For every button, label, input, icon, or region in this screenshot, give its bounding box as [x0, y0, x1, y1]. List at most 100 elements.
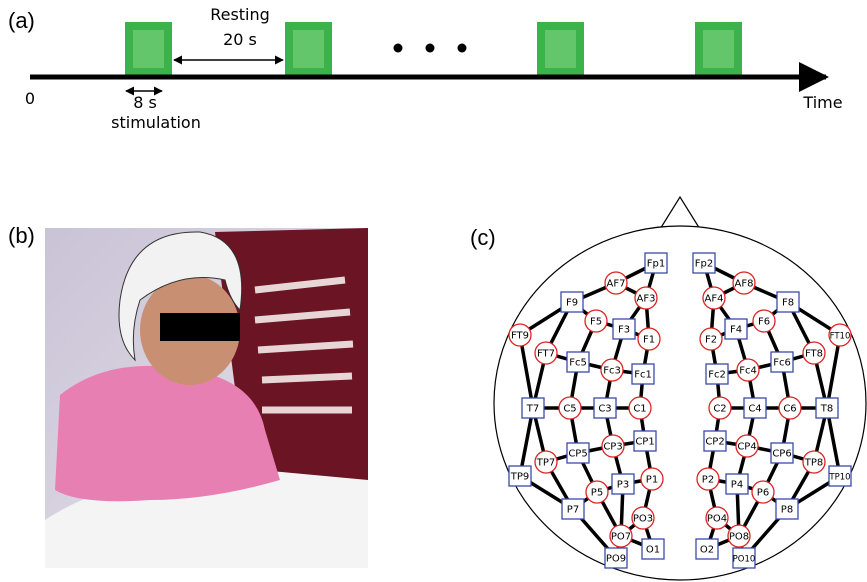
electrode-square — [641, 538, 665, 560]
stim-inner — [703, 30, 734, 68]
electrode-label: O1 — [646, 545, 660, 556]
face-mask — [160, 313, 240, 341]
electrode-label: PO10 — [733, 555, 756, 565]
connection — [519, 261, 657, 337]
electrode-circle — [634, 286, 658, 310]
electrode-circle — [828, 323, 852, 347]
electrode-square — [593, 397, 617, 419]
dot — [425, 43, 435, 53]
montage-panel: (c) Fp1 AF7 AF3 F9 F5 F3 F1 FT9 FT7 Fc5 Fc3 Fc1 T7 C5… — [470, 195, 867, 581]
electrode-label: C6 — [783, 404, 796, 415]
electrode-label: C1 — [633, 404, 646, 415]
panel-label: (b) — [8, 223, 35, 248]
electrode-circle — [601, 434, 625, 458]
origin-label: 0 — [25, 89, 35, 108]
electrode-label: Fc1 — [634, 370, 652, 381]
stim-duration: 8 s — [133, 93, 157, 112]
electrode-square — [725, 473, 749, 495]
electrode-label: FT9 — [511, 331, 529, 342]
electrode-label: PO8 — [729, 532, 749, 543]
electrode-square — [644, 252, 668, 274]
electrode-square — [695, 538, 719, 560]
electrode-label: CP3 — [603, 442, 622, 453]
electrode-circle — [736, 358, 760, 382]
connection — [545, 351, 644, 376]
electrode-label: TP7 — [536, 458, 556, 469]
electrode-label: P1 — [646, 475, 658, 486]
electrode-square — [604, 547, 628, 569]
electrode-label: Fc5 — [569, 358, 587, 369]
electrode-label: Fc6 — [773, 358, 791, 369]
electrode-circle — [699, 327, 723, 351]
electrode-label: F2 — [705, 335, 717, 346]
electrode-circle — [637, 327, 661, 351]
electrode-square — [705, 363, 729, 385]
electrode-square — [566, 442, 590, 464]
electrode-label: Fc4 — [739, 366, 757, 377]
timeline-panel: (a) Resting 20 s 0 8 s stimulation Time — [8, 5, 843, 132]
electrode-circle — [732, 271, 756, 295]
electrode-square — [770, 442, 794, 464]
electrode-label: C4 — [748, 404, 761, 415]
electrode-label: AF7 — [607, 279, 626, 290]
dot — [457, 43, 467, 53]
electrode-label: F8 — [782, 298, 794, 309]
electrode-square — [815, 397, 839, 419]
cushion-stripes — [254, 276, 354, 414]
electrode-circle — [752, 309, 776, 333]
electrode-square — [724, 318, 748, 340]
electrode-square — [561, 498, 585, 520]
electrode-label: PO9 — [606, 554, 626, 565]
electrode-label: O2 — [700, 545, 714, 556]
electrode-label: FT8 — [805, 349, 823, 360]
electrode-label: Fp1 — [647, 259, 665, 270]
electrode-circle — [735, 434, 759, 458]
electrode-circle — [778, 396, 802, 420]
electrode-label: P6 — [757, 488, 769, 499]
electrode-square — [633, 430, 657, 452]
connection — [703, 261, 841, 337]
electrode-circle — [600, 358, 624, 382]
electrode-label: CP5 — [568, 449, 587, 460]
electrode-label: TP9 — [510, 472, 530, 483]
electrode-square — [732, 547, 756, 569]
electrode-label: PO4 — [707, 514, 727, 525]
eeg-cap — [118, 231, 243, 362]
electrode-label: F4 — [730, 325, 742, 336]
electrode-circle — [604, 271, 628, 295]
photo-panel: (b) — [8, 223, 368, 568]
electrode-label: FT10 — [830, 332, 851, 342]
electrode-circle — [631, 506, 655, 530]
connection — [571, 477, 653, 511]
electrode-label: C5 — [563, 404, 576, 415]
electrode-label: F6 — [758, 317, 770, 328]
electrode-label: Fp2 — [695, 259, 713, 270]
connection — [707, 477, 789, 511]
electrode-circle — [558, 396, 582, 420]
electrode-circle — [702, 286, 726, 310]
electrode-circle — [585, 480, 609, 504]
electrode-square — [770, 351, 794, 373]
electrode-label: CP6 — [772, 449, 791, 460]
electrode-label: C2 — [713, 404, 726, 415]
electrode-circle — [705, 506, 729, 530]
electrode-label: T8 — [820, 404, 833, 415]
electrode-label: AF3 — [637, 294, 656, 305]
jacket — [55, 365, 280, 502]
electrode-square — [775, 498, 799, 520]
electrode-circle — [802, 341, 826, 365]
electrode-square — [743, 397, 767, 419]
resting-label: Resting — [210, 5, 270, 24]
connection — [716, 351, 815, 376]
electrode-label: Fc3 — [603, 366, 621, 377]
resting-duration: 20 s — [223, 30, 257, 49]
stim-inner — [293, 30, 324, 68]
electrode-circle — [609, 524, 633, 548]
electrode-label: P7 — [567, 505, 579, 516]
electrode-square — [508, 465, 532, 487]
electrode-label: FT7 — [537, 349, 555, 360]
electrode-label: AF4 — [705, 294, 724, 305]
electrode-circle — [727, 524, 751, 548]
electrode-square — [521, 397, 545, 419]
stim-blocks — [125, 22, 742, 76]
